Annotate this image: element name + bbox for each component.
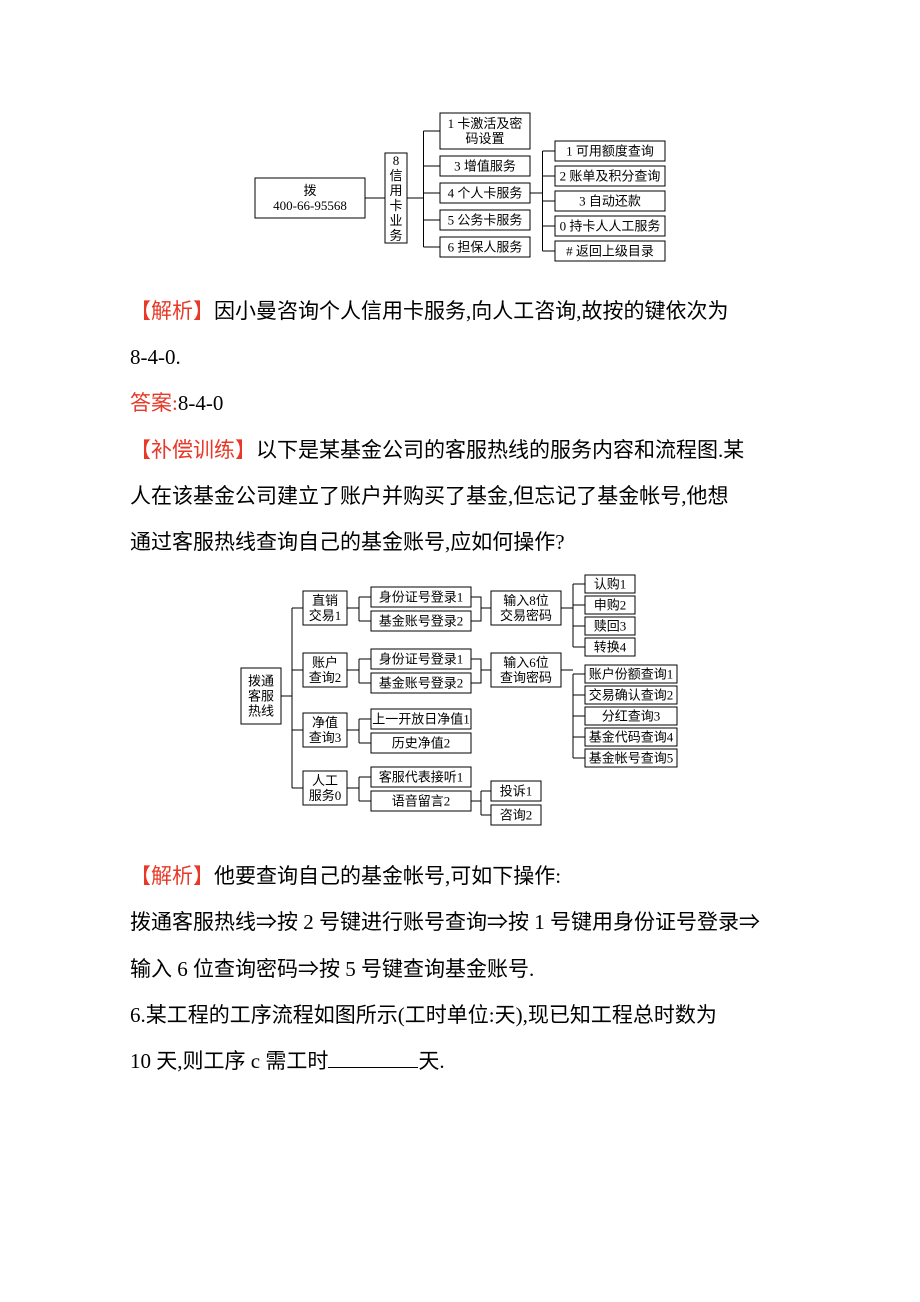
svg-text:分红查询3: 分红查询3 [601,709,660,724]
svg-text:0 持卡人人工服务: 0 持卡人人工服务 [560,219,661,234]
svg-text:输入6位: 输入6位 [503,655,549,670]
svg-text:历史净值2: 历史净值2 [391,736,450,751]
svg-text:6 担保人服务: 6 担保人服务 [448,240,523,255]
svg-text:8: 8 [393,153,400,168]
svg-text:账户份额查询1: 账户份额查询1 [588,667,673,682]
svg-text:输入8位: 输入8位 [503,593,549,608]
svg-text:基金帐号查询5: 基金帐号查询5 [588,751,673,766]
answer-value: 8-4-0 [178,391,224,415]
analysis-label: 【解析】 [130,864,214,888]
svg-text:服务0: 服务0 [308,788,341,803]
svg-text:赎回3: 赎回3 [593,619,626,634]
compensation-text-1: 以下是某基金公司的客服热线的服务内容和流程图.某 [256,438,744,462]
svg-text:人工: 人工 [311,773,337,788]
analysis-2-text: 他要查询自己的基金帐号,可如下操作: [214,864,561,888]
question-6-line-1: 6.某工程的工序流程如图所示(工时单位:天),现已知工程总时数为 [130,992,790,1038]
svg-text:1 可用额度查询: 1 可用额度查询 [566,144,654,159]
svg-text:身份证号登录1: 身份证号登录1 [378,652,463,667]
compensation-line-1: 【补偿训练】以下是某基金公司的客服热线的服务内容和流程图.某 [130,427,790,473]
svg-text:上一开放日净值1: 上一开放日净值1 [372,712,470,727]
svg-text:1 卡激活及密: 1 卡激活及密 [448,116,523,131]
svg-text:基金账号登录2: 基金账号登录2 [378,614,463,629]
compensation-line-3: 通过客服热线查询自己的基金账号,应如何操作? [130,519,790,565]
analysis-1-line-1: 【解析】因小曼咨询个人信用卡服务,向人工咨询,故按的键依次为 [130,288,790,334]
fund-hotline-flowchart: 拨通客服热线 直销交易1 账户查询2 净值查询3 人工服务0 身份证号登录1 基金账号登录2… [233,573,688,833]
svg-text:热线: 热线 [247,704,273,719]
q6-text-a: 10 天,则工序 c 需工时 [130,1049,328,1073]
svg-text:净值: 净值 [311,715,337,730]
svg-text:基金账号登录2: 基金账号登录2 [378,676,463,691]
svg-text:账户: 账户 [311,655,337,670]
svg-text:直销: 直销 [311,593,337,608]
bank-ivr-flowchart: 拨400-66-95568 8信用卡业务 1 卡激活及密码设置 3 增值服务 4 个人卡… [245,108,675,268]
q6-text-b: 天. [418,1049,444,1073]
svg-text:码设置: 码设置 [465,131,504,146]
svg-text:转换4: 转换4 [593,640,626,655]
svg-text:投诉1: 投诉1 [499,784,532,799]
svg-text:交易确认查询2: 交易确认查询2 [588,688,673,703]
svg-text:申购2: 申购2 [593,598,626,613]
svg-text:# 返回上级目录: # 返回上级目录 [566,244,654,259]
diagram-1-container: 拨400-66-95568 8信用卡业务 1 卡激活及密码设置 3 增值服务 4 个人卡… [130,108,790,268]
svg-text:查询3: 查询3 [308,730,341,745]
svg-text:客服: 客服 [247,689,273,704]
svg-text:拨: 拨 [303,183,316,198]
document-page: 拨400-66-95568 8信用卡业务 1 卡激活及密码设置 3 增值服务 4 个人卡… [0,0,920,1164]
fill-blank [328,1046,418,1068]
svg-text:用: 用 [389,183,402,198]
svg-text:拨通: 拨通 [247,674,273,689]
compensation-label: 【补偿训练】 [130,438,256,462]
answer-line: 答案:8-4-0 [130,380,790,426]
svg-text:5 公务卡服务: 5 公务卡服务 [448,213,523,228]
svg-text:业: 业 [389,213,402,228]
svg-text:查询2: 查询2 [308,670,341,685]
svg-text:认购1: 认购1 [593,577,626,592]
analysis-2-line-2: 拨通客服热线⇒按 2 号键进行账号查询⇒按 1 号键用身份证号登录⇒ [130,899,790,945]
question-6-line-2: 10 天,则工序 c 需工时 天. [130,1038,790,1084]
svg-text:400-66-95568: 400-66-95568 [273,198,347,213]
svg-text:咨询2: 咨询2 [499,808,532,823]
svg-text:2 账单及积分查询: 2 账单及积分查询 [560,169,661,184]
compensation-line-2: 人在该基金公司建立了账户并购买了基金,但忘记了基金帐号,他想 [130,473,790,519]
analysis-2-line-3: 输入 6 位查询密码⇒按 5 号键查询基金账号. [130,946,790,992]
svg-text:客服代表接听1: 客服代表接听1 [378,770,463,785]
analysis-2-line-1: 【解析】他要查询自己的基金帐号,可如下操作: [130,853,790,899]
analysis-1-text: 因小曼咨询个人信用卡服务,向人工咨询,故按的键依次为 [214,299,729,323]
diagram-2-container: 拨通客服热线 直销交易1 账户查询2 净值查询3 人工服务0 身份证号登录1 基金账号登录2… [130,573,790,833]
svg-text:身份证号登录1: 身份证号登录1 [378,590,463,605]
svg-text:交易密码: 交易密码 [499,608,551,623]
svg-text:语音留言2: 语音留言2 [391,794,450,809]
svg-text:基金代码查询4: 基金代码查询4 [588,730,673,745]
svg-text:交易1: 交易1 [308,608,341,623]
svg-text:信: 信 [389,168,402,183]
svg-text:查询密码: 查询密码 [499,670,551,685]
answer-label: 答案: [130,391,178,415]
svg-text:务: 务 [389,228,402,243]
svg-text:卡: 卡 [389,198,402,213]
analysis-label: 【解析】 [130,299,214,323]
svg-text:3 自动还款: 3 自动还款 [579,194,641,209]
svg-text:3 增值服务: 3 增值服务 [454,159,516,174]
svg-text:4 个人卡服务: 4 个人卡服务 [448,186,523,201]
analysis-1-line-2: 8-4-0. [130,334,790,380]
